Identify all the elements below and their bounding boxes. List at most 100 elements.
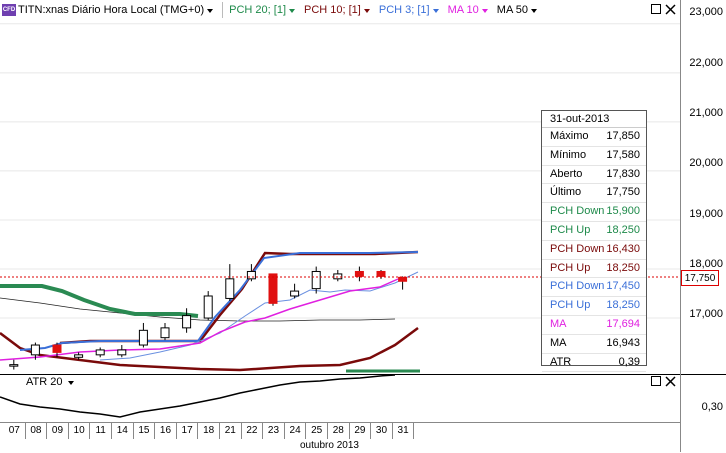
candle-body bbox=[74, 354, 84, 358]
day-tick-label: 25 bbox=[306, 423, 328, 439]
atr-label[interactable]: ATR 20 bbox=[26, 376, 63, 388]
chevron-down-icon[interactable] bbox=[432, 8, 439, 13]
current-price-tag: 17,750 bbox=[681, 270, 719, 286]
indicator-pch3-label: PCH 3; [1] bbox=[378, 4, 430, 16]
day-tick-label: 29 bbox=[350, 423, 372, 439]
indicator-ma50[interactable]: MA 50 bbox=[497, 4, 537, 16]
symbol-title-text: TITN:xnas Diário Hora Local (TMG+0) bbox=[18, 4, 205, 16]
pch3-upper-line bbox=[19, 251, 419, 351]
data-window-key: Mínimo bbox=[550, 148, 587, 161]
data-window-value: 17,580 bbox=[606, 148, 640, 161]
candle[interactable] bbox=[30, 342, 40, 360]
indicator-ma10-label: MA 10 bbox=[447, 4, 479, 16]
chart-header: CFD TITN:xnas Diário Hora Local (TMG+0) … bbox=[0, 0, 680, 20]
price-label: 17,000 bbox=[689, 308, 723, 320]
candle[interactable] bbox=[117, 345, 127, 358]
maximize-icon[interactable] bbox=[651, 4, 661, 14]
candle[interactable] bbox=[9, 359, 19, 370]
candle[interactable] bbox=[74, 352, 84, 360]
candle-body bbox=[398, 276, 408, 282]
ma10-line bbox=[0, 278, 399, 361]
indicator-ma10[interactable]: MA 10 bbox=[448, 4, 488, 16]
candle-body bbox=[268, 273, 278, 304]
candle[interactable] bbox=[203, 291, 213, 321]
day-tick-label: 16 bbox=[155, 423, 177, 439]
atr-maximize-icon[interactable] bbox=[651, 376, 661, 386]
chevron-down-icon[interactable] bbox=[68, 380, 75, 385]
data-window-key: PCH Down bbox=[550, 205, 605, 218]
candle[interactable] bbox=[52, 342, 62, 358]
candle[interactable] bbox=[225, 264, 235, 301]
pch20-line bbox=[0, 284, 199, 318]
candle[interactable] bbox=[333, 269, 343, 282]
candle-body bbox=[95, 349, 105, 356]
symbol-title[interactable]: TITN:xnas Diário Hora Local (TMG+0) bbox=[18, 4, 214, 16]
data-window-row: PCH Down 16,430 bbox=[542, 241, 646, 260]
header-divider bbox=[222, 2, 224, 18]
indicator-pch20[interactable]: PCH 20; [1] bbox=[229, 4, 295, 16]
candle-body bbox=[333, 273, 343, 280]
data-window-value: 16,943 bbox=[606, 336, 640, 349]
candle[interactable] bbox=[182, 308, 192, 333]
data-window-value: 17,750 bbox=[606, 186, 640, 199]
ma50-line bbox=[0, 297, 396, 322]
candle-body bbox=[30, 344, 40, 356]
symbol-dropdown-icon[interactable] bbox=[207, 8, 214, 13]
indicator-pch10[interactable]: PCH 10; [1] bbox=[304, 4, 370, 16]
day-tick-label: 07 bbox=[4, 423, 26, 439]
candle[interactable] bbox=[138, 322, 148, 348]
data-window-row: PCH Down 15,900 bbox=[542, 203, 646, 222]
candle-body bbox=[9, 364, 19, 367]
candle[interactable] bbox=[268, 273, 278, 306]
day-tick-label: 15 bbox=[134, 423, 156, 439]
data-window-key: Aberto bbox=[550, 167, 583, 180]
atr-close-icon[interactable] bbox=[665, 376, 676, 387]
data-window-key: ATR bbox=[550, 355, 572, 368]
candle[interactable] bbox=[311, 266, 321, 294]
indicator-pch20-label: PCH 20; [1] bbox=[229, 4, 286, 16]
candle[interactable] bbox=[160, 322, 170, 341]
data-window-value: 18,250 bbox=[606, 299, 640, 312]
month-label: outubro 2013 bbox=[300, 440, 359, 451]
data-window-value: 18,250 bbox=[606, 223, 640, 236]
candles-group bbox=[9, 264, 408, 370]
candle[interactable] bbox=[95, 347, 105, 358]
chevron-down-icon[interactable] bbox=[289, 8, 295, 13]
data-window-value: 18,250 bbox=[606, 261, 640, 274]
data-window-row: PCH Up 18,250 bbox=[542, 222, 646, 241]
day-tick-label: 30 bbox=[371, 423, 393, 439]
day-tick-label: 17 bbox=[177, 423, 199, 439]
atr-header: ATR 20 bbox=[0, 374, 680, 389]
pch10-upper-line bbox=[59, 250, 419, 345]
chevron-down-icon[interactable] bbox=[530, 8, 537, 13]
data-window-row: PCH Down 17,450 bbox=[542, 278, 646, 298]
axis-divider bbox=[681, 374, 726, 375]
price-label: 23,000 bbox=[689, 6, 723, 18]
data-window-row: Mínimo 17,580 bbox=[542, 147, 646, 166]
day-tick-label: 28 bbox=[328, 423, 350, 439]
candle[interactable] bbox=[354, 266, 364, 282]
candle-body bbox=[52, 344, 62, 353]
data-window-value: 16,430 bbox=[606, 242, 640, 255]
price-label: 20,000 bbox=[689, 157, 723, 169]
candle-body bbox=[182, 315, 192, 329]
data-window-value: 17,850 bbox=[606, 130, 640, 142]
day-tick-label: 24 bbox=[285, 423, 307, 439]
chevron-down-icon[interactable] bbox=[481, 8, 488, 13]
chevron-down-icon[interactable] bbox=[363, 8, 370, 13]
day-tick-label: 08 bbox=[26, 423, 48, 439]
price-label: 22,000 bbox=[689, 57, 723, 69]
close-icon[interactable] bbox=[665, 4, 676, 15]
candle[interactable] bbox=[290, 283, 300, 299]
indicator-pch3[interactable]: PCH 3; [1] bbox=[379, 4, 439, 16]
candle[interactable] bbox=[246, 264, 256, 282]
candle-body bbox=[138, 329, 148, 346]
price-axis[interactable]: 23,000 22,000 21,000 20,000 19,000 18,00… bbox=[680, 0, 726, 452]
data-window-row: MA 16,943 bbox=[542, 335, 646, 354]
time-axis[interactable]: 07 08 09 10 11 14 15 16 17 18 21 22 23 24 25 28 29 30 31 o… bbox=[0, 422, 680, 453]
candle-body bbox=[225, 278, 235, 299]
candle[interactable] bbox=[398, 276, 408, 290]
cfd-badge-icon[interactable]: CFD bbox=[2, 4, 16, 16]
day-tick-label: 21 bbox=[220, 423, 242, 439]
data-window-row: Máximo 17,850 bbox=[542, 128, 646, 147]
